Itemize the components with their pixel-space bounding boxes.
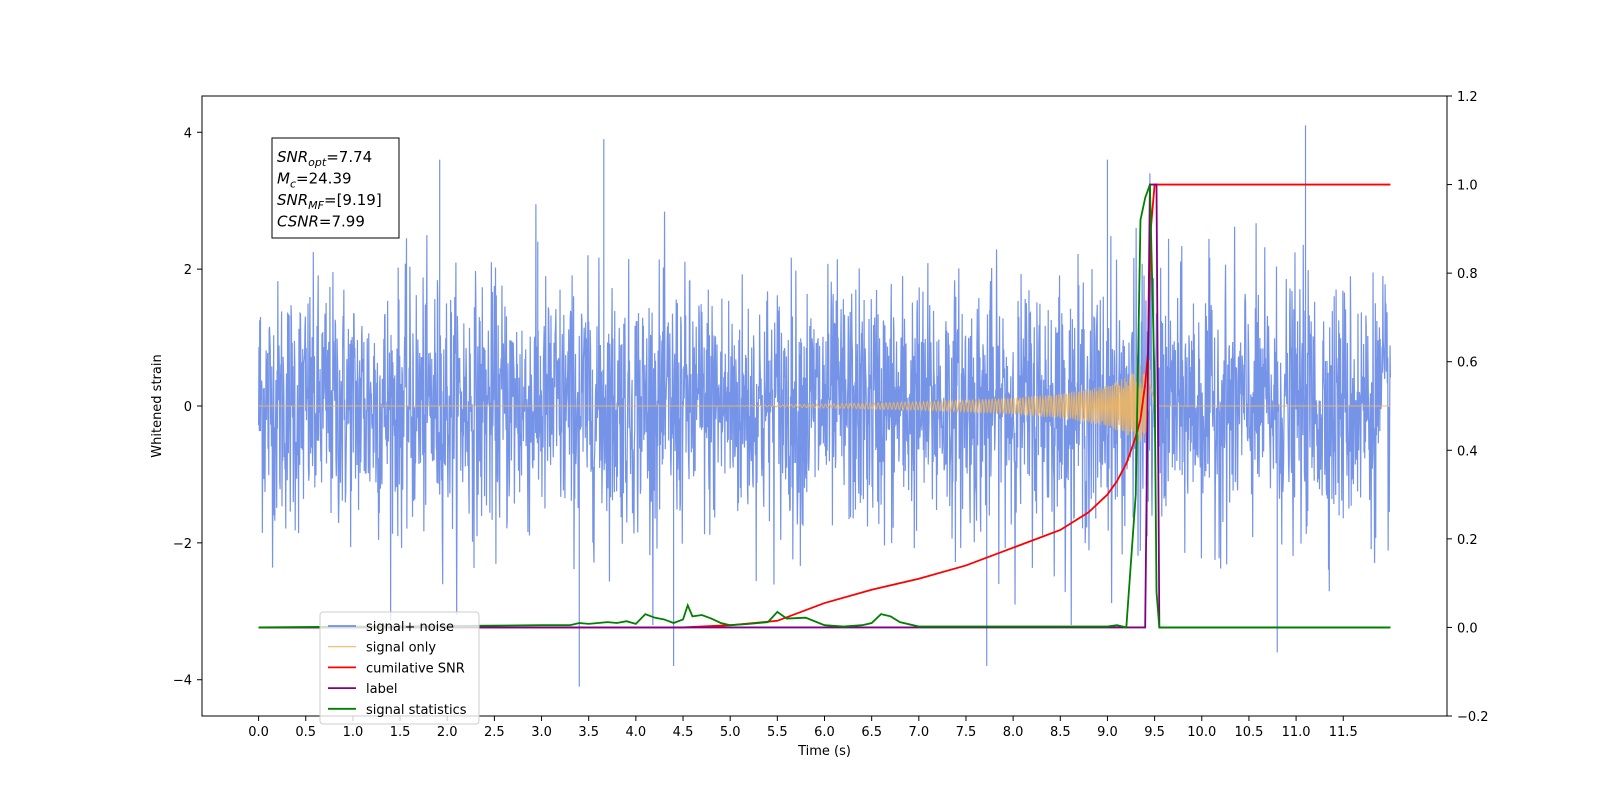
x-tick-label: 6.0 (814, 725, 835, 740)
x-tick-label: 8.5 (1050, 725, 1071, 740)
y2-tick-label: 1.2 (1457, 90, 1478, 105)
x-tick-label: 3.0 (531, 725, 552, 740)
x-tick-label: 2.0 (437, 725, 458, 740)
y-tick-label: −2 (173, 537, 192, 552)
series-signal-statistics (258, 184, 1391, 629)
y-axis-label: Whitened strain (150, 354, 165, 457)
x-tick-label: 0.5 (295, 725, 316, 740)
annotation-line: CSNR=7.99 (277, 213, 365, 231)
x-tick-label: 7.0 (908, 725, 929, 740)
x-tick-label: 4.0 (626, 725, 647, 740)
legend-label: cumilative SNR (366, 661, 465, 676)
series-signal-only (258, 354, 1391, 448)
annotation-line: SNRMF=[9.19] (277, 191, 382, 212)
y2-tick-label: 0.8 (1457, 267, 1478, 282)
x-tick-label: 2.5 (484, 725, 505, 740)
x-tick-label: 6.5 (861, 725, 882, 740)
annotation-frame (271, 137, 400, 239)
y-tick-label: 2 (184, 263, 192, 278)
x-tick-label: 4.5 (673, 725, 694, 740)
y-axis-ticks: −4 −2 0 2 4 (173, 126, 202, 689)
legend-label: signal statistics (366, 703, 467, 718)
x-tick-label: 10.0 (1187, 725, 1216, 740)
y-tick-label: 0 (184, 400, 192, 415)
x-tick-label: 9.5 (1144, 725, 1165, 740)
x-tick-label: 11.5 (1329, 725, 1358, 740)
x-axis-ticks: 0.0 0.5 1.0 1.5 2.0 2.5 3.0 3.5 4.0 4.5 5.0 5.5 6.0 6… (248, 716, 1358, 740)
y2-tick-label: 0.2 (1457, 533, 1478, 548)
y-tick-label: −4 (173, 674, 192, 689)
legend-label: label (366, 682, 397, 697)
y2-tick-label: 0.0 (1457, 621, 1478, 636)
y2-tick-label: 0.4 (1457, 444, 1478, 459)
x-tick-label: 5.5 (767, 725, 788, 740)
annotation-line: SNRopt=7.74 (277, 148, 372, 169)
x-tick-label: 7.5 (956, 725, 977, 740)
series-signal-plus-noise (257, 125, 1392, 687)
y2-tick-label: 1.0 (1457, 179, 1478, 194)
x-tick-label: 5.0 (720, 725, 741, 740)
y2-tick-label: −0.2 (1457, 710, 1489, 725)
legend-frame (319, 611, 480, 725)
y2-axis-ticks: −0.2 0.0 0.2 0.4 0.6 0.8 1.0 1.2 (1447, 90, 1489, 725)
legend: signal+ noise signal only cumilative SNR la… (319, 611, 480, 725)
x-tick-label: 9.0 (1097, 725, 1118, 740)
y2-tick-label: 0.6 (1457, 356, 1478, 371)
y-tick-label: 4 (184, 126, 192, 141)
legend-label: signal only (366, 641, 436, 656)
x-tick-label: 1.0 (343, 725, 364, 740)
x-axis-label: Time (s) (797, 744, 851, 759)
legend-label: signal+ noise (366, 620, 454, 635)
x-tick-label: 3.5 (578, 725, 599, 740)
x-tick-label: 11.0 (1282, 725, 1311, 740)
x-tick-label: 1.5 (390, 725, 411, 740)
x-tick-label: 10.5 (1234, 725, 1263, 740)
x-tick-label: 8.0 (1003, 725, 1024, 740)
annotation-line: Mc=24.39 (277, 170, 352, 191)
x-tick-label: 0.0 (248, 725, 269, 740)
series-layer (257, 125, 1392, 687)
